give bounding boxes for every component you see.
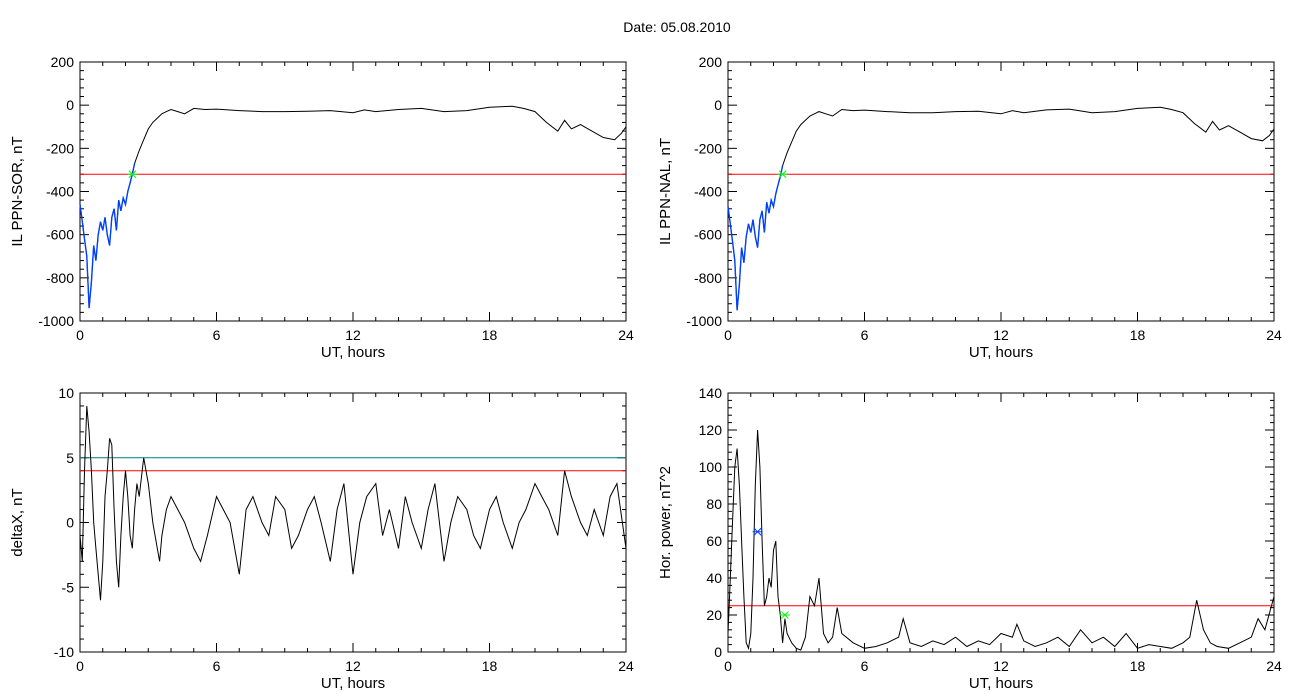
chart-4-xtick-label: 18 [1130,658,1146,674]
chart-2-ytick-label: 200 [699,54,723,70]
chart-3-xtick-label: 18 [482,658,498,674]
chart-4-xtick-label: 24 [1266,658,1282,674]
chart-1-ytick-label: -1000 [38,313,74,329]
chart-3-ylabel: deltaX, nT [9,488,26,556]
chart-1-ytick-label: 0 [66,97,74,113]
chart-2-series-highlight [727,165,784,311]
chart-3-ytick-label: 0 [66,515,74,531]
chart-3-ytick-label: -10 [54,644,74,660]
chart-1-ylabel: IL PPN-SOR, nT [9,136,26,246]
chart-4-ytick-label: 140 [699,385,723,401]
chart-3-series-line [79,405,627,601]
chart-3-xlabel: UT, hours [321,675,385,692]
chart-1-xtick-label: 24 [618,327,634,343]
chart-2-ytick-label: -600 [694,227,722,243]
chart-1-ytick-label: 200 [51,54,75,70]
chart-1-xtick-label: 6 [213,327,221,343]
chart-2-ylabel: IL PPN-NAL, nT [657,138,674,245]
chart-2-xtick-label: 0 [724,327,732,343]
chart-4-frame [727,392,1275,653]
chart-1-series-line [79,105,627,309]
chart-2-ytick-label: -200 [694,140,722,156]
chart-3-xtick-label: 0 [76,658,84,674]
chart-4-ytick-label: 0 [714,644,722,660]
chart-4-ylabel: Hor. power, nT^2 [657,466,674,579]
chart-3-ytick-label: 5 [66,450,74,466]
chart-1-frame [79,61,627,322]
chart-4-ytick-label: 80 [706,496,722,512]
chart-2-ytick-label: 0 [714,97,722,113]
chart-2-xtick-label: 12 [993,327,1009,343]
chart-4-ytick-label: 60 [706,533,722,549]
page-title: Date: 05.08.2010 [623,19,731,35]
chart-4-xtick-label: 6 [861,658,869,674]
chart-4-marker [753,527,762,536]
chart-3-xtick-label: 6 [213,658,221,674]
chart-4-ytick-label: 100 [699,459,723,475]
chart-2-xtick-label: 18 [1130,327,1146,343]
chart-4-marker-2 [781,611,789,619]
chart-1-ytick-label: -800 [46,270,74,286]
chart-4-xtick-label: 0 [724,658,732,674]
chart-1-xtick-label: 0 [76,327,84,343]
chart-4-xtick-label: 12 [993,658,1009,674]
chart-1-xtick-label: 18 [482,327,498,343]
chart-4-series-line [727,429,1275,651]
chart-1-marker [128,170,137,179]
chart-2-ytick-label: -1000 [686,313,722,329]
chart-1-series-highlight [79,163,136,309]
chart-4-xlabel: UT, hours [969,675,1033,692]
chart-1-ytick-label: -600 [46,227,74,243]
chart-1-ytick-label: -400 [46,184,74,200]
chart-3-xtick-label: 12 [345,658,361,674]
chart-4-ytick-label: 40 [706,570,722,586]
chart-1-xlabel: UT, hours [321,344,385,361]
chart-2-xtick-label: 6 [861,327,869,343]
chart-2-frame [727,61,1275,322]
chart-4-ytick-label: 120 [699,422,723,438]
chart-3-ytick-label: 10 [58,385,74,401]
chart-2-ytick-label: -400 [694,184,722,200]
chart-1-xtick-label: 12 [345,327,361,343]
chart-3-ytick-label: -5 [62,579,75,595]
chart-2-marker [778,170,787,179]
chart-2-xtick-label: 24 [1266,327,1282,343]
chart-2-series-line [727,106,1275,311]
chart-3-frame [79,392,627,653]
chart-3-xtick-label: 24 [618,658,634,674]
chart-2-ytick-label: -800 [694,270,722,286]
chart-4-ytick-label: 20 [706,607,722,623]
chart-2-xlabel: UT, hours [969,344,1033,361]
chart-1-ytick-label: -200 [46,140,74,156]
